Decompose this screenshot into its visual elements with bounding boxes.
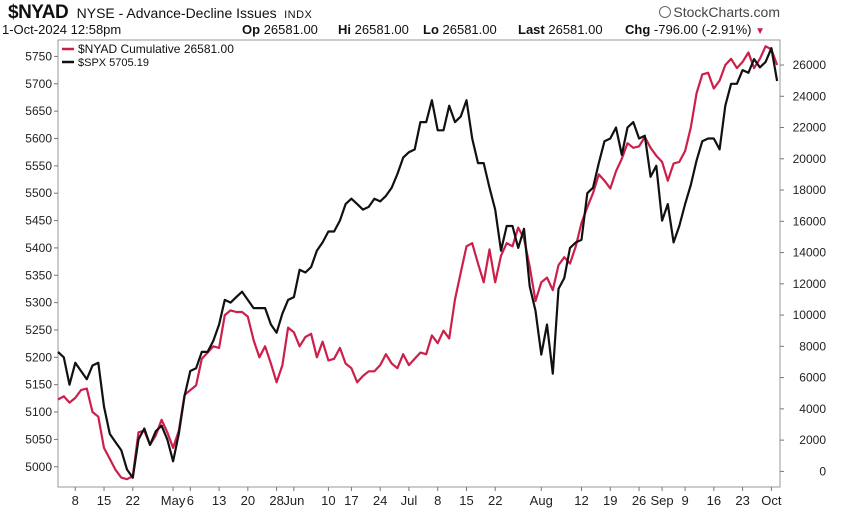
left-tick-label: 5000	[25, 460, 52, 474]
open-value: 26581.00	[263, 22, 318, 37]
left-tick-label: 5500	[25, 186, 52, 200]
x-tick-label: Oct	[761, 493, 782, 508]
legend: $NYAD Cumulative 26581.00$SPX 5705.19	[62, 42, 234, 69]
low-quote: Lo 26581.00	[423, 22, 497, 37]
last-quote: Last 26581.00	[518, 22, 603, 37]
x-tick-label: 6	[187, 493, 194, 508]
x-tick-label: Sep	[650, 493, 673, 508]
change-label: Chg	[625, 22, 651, 37]
x-tick-label: 16	[707, 493, 721, 508]
x-tick-label: 20	[241, 493, 255, 508]
left-tick-label: 5700	[25, 77, 52, 91]
stockcharts-logo-icon	[659, 6, 672, 18]
high-label: Hi	[338, 22, 351, 37]
right-tick-label: 12000	[793, 277, 827, 291]
right-tick-label: 18000	[793, 183, 827, 197]
nyad-series-line	[57, 45, 779, 481]
last-value: 26581.00	[548, 22, 603, 37]
left-axis: 5000 5050 5100 5150 5200 5250 5300 5350 5400 5450…	[25, 49, 58, 474]
x-tick-label: 24	[373, 493, 387, 508]
open-quote: Op 26581.00	[242, 22, 318, 37]
right-axis: 0 2000 4000 6000 8000 10000 12000 14000 16000 180…	[780, 58, 826, 478]
left-tick-label: 5150	[25, 378, 52, 392]
right-tick-label: 0	[819, 464, 826, 478]
x-tick-label: 28	[269, 493, 283, 508]
high-value: 26581.00	[354, 22, 409, 37]
right-tick-label: 2000	[799, 433, 826, 447]
plot-border	[57, 39, 781, 488]
x-tick-label: 15	[97, 493, 111, 508]
right-tick-label: 16000	[793, 214, 827, 228]
low-value: 26581.00	[442, 22, 497, 37]
left-tick-label: 5300	[25, 296, 52, 310]
left-tick-label: 5250	[25, 323, 52, 337]
x-tick-label: 12	[574, 493, 588, 508]
right-tick-label: 10000	[793, 308, 827, 322]
right-tick-label: 6000	[799, 371, 826, 385]
left-tick-label: 5450	[25, 214, 52, 228]
exchange-label: NYSE - Advance-Decline Issues	[76, 5, 277, 21]
x-tick-label: 8	[72, 493, 79, 508]
high-quote: Hi 26581.00	[338, 22, 409, 37]
x-axis: 8 15 22 May 6 13 20 28 Jun 10 17 24 Jul 8 15 22 Aug 12 19 2…	[72, 487, 782, 508]
x-tick-label: 15	[459, 493, 473, 508]
x-tick-label: 13	[212, 493, 226, 508]
quote-date: 1-Oct-2024 12:58pm	[2, 22, 122, 37]
right-tick-label: 14000	[793, 246, 827, 260]
right-tick-label: 8000	[799, 339, 826, 353]
x-tick-label: 23	[735, 493, 749, 508]
instrument-type-label: INDX	[284, 9, 313, 21]
right-tick-label: 4000	[799, 402, 826, 416]
down-arrow-icon: ▼	[755, 26, 765, 37]
left-tick-label: 5100	[25, 405, 52, 419]
last-label: Last	[518, 22, 545, 37]
left-tick-label: 5600	[25, 131, 52, 145]
x-tick-label: 26	[632, 493, 646, 508]
x-tick-label: 10	[321, 493, 335, 508]
left-tick-label: 5750	[25, 49, 52, 63]
change-value: -796.00 (-2.91%)	[653, 22, 752, 37]
legend-label: $NYAD Cumulative 26581.00	[78, 42, 234, 56]
symbol-label: $NYAD	[8, 2, 69, 23]
left-tick-label: 5350	[25, 268, 52, 282]
right-tick-label: 26000	[793, 58, 827, 72]
x-tick-label: 17	[344, 493, 358, 508]
brand-text: StockCharts.com	[673, 4, 780, 20]
x-tick-label: Jun	[283, 493, 304, 508]
x-tick-label: 8	[434, 493, 441, 508]
low-label: Lo	[423, 22, 439, 37]
left-tick-label: 5650	[25, 104, 52, 118]
right-tick-label: 22000	[793, 121, 827, 135]
x-tick-label: Jul	[401, 493, 418, 508]
brand-label[interactable]: StockCharts.com	[659, 4, 780, 20]
left-tick-label: 5550	[25, 159, 52, 173]
legend-label: $SPX 5705.19	[78, 57, 149, 69]
chart-title-row: $NYAD NYSE - Advance-Decline Issues INDX	[8, 2, 312, 24]
open-label: Op	[242, 22, 261, 37]
left-tick-label: 5050	[25, 432, 52, 446]
x-tick-label: May	[161, 493, 186, 508]
change-quote: Chg -796.00 (-2.91%) ▼	[625, 22, 765, 37]
x-tick-label: 22	[126, 493, 140, 508]
plot-frame	[57, 39, 781, 488]
x-tick-label: 9	[681, 493, 688, 508]
series-lines	[57, 45, 779, 481]
left-tick-label: 5400	[25, 241, 52, 255]
right-tick-label: 24000	[793, 89, 827, 103]
left-tick-label: 5200	[25, 350, 52, 364]
x-tick-label: 19	[603, 493, 617, 508]
x-tick-label: 22	[488, 493, 502, 508]
spx-series-line	[57, 47, 779, 479]
x-tick-label: Aug	[530, 493, 553, 508]
right-tick-label: 20000	[793, 152, 827, 166]
